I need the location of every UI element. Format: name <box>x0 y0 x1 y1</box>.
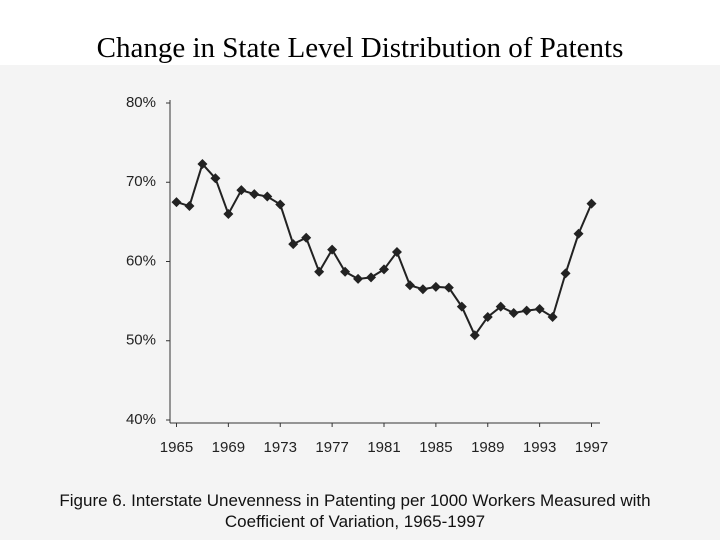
marker <box>404 280 415 291</box>
x-tick-label: 1989 <box>471 439 504 456</box>
marker <box>495 301 506 312</box>
y-tick-label: 40% <box>126 411 156 428</box>
marker <box>586 198 597 209</box>
marker <box>521 305 532 316</box>
marker <box>301 232 312 243</box>
marker <box>171 197 182 208</box>
x-tick-label: 1969 <box>212 439 245 456</box>
marker <box>379 264 389 275</box>
marker <box>560 268 571 279</box>
marker <box>275 199 286 210</box>
x-tick-label: 1997 <box>575 439 608 456</box>
marker <box>184 201 195 212</box>
y-tick-label: 70% <box>126 173 156 190</box>
chart-title: Change in State Level Distribution of Pa… <box>97 32 624 64</box>
marker <box>197 159 208 170</box>
marker <box>223 208 234 219</box>
marker <box>236 185 247 196</box>
scan-background <box>0 65 720 540</box>
y-tick-label: 80% <box>126 94 156 111</box>
marker <box>210 173 221 184</box>
y-tick-label: 60% <box>126 252 156 269</box>
y-tick-label: 50% <box>126 332 156 349</box>
marker <box>366 272 377 283</box>
x-tick-label: 1985 <box>419 439 452 456</box>
marker <box>327 244 338 255</box>
marker <box>534 304 545 315</box>
marker <box>249 189 260 200</box>
x-tick-label: 1993 <box>523 439 556 456</box>
caption: Coefficient of Variation, 1965-1997 <box>225 512 485 531</box>
marker <box>443 282 454 293</box>
marker <box>353 273 364 284</box>
x-tick-label: 1981 <box>367 439 400 456</box>
marker <box>482 311 493 322</box>
marker <box>262 191 273 202</box>
marker <box>508 308 519 319</box>
x-tick-label: 1977 <box>315 439 348 456</box>
marker <box>417 284 428 295</box>
x-tick-label: 1965 <box>160 439 193 456</box>
marker <box>314 266 325 277</box>
marker <box>430 281 441 292</box>
marker <box>340 266 351 277</box>
x-tick-label: 1973 <box>264 439 297 456</box>
marker <box>391 246 402 257</box>
caption: Figure 6. Interstate Unevenness in Paten… <box>59 491 650 510</box>
marker <box>573 228 584 239</box>
marker <box>469 330 480 341</box>
marker <box>288 239 299 250</box>
marker <box>547 311 558 322</box>
marker <box>456 301 467 312</box>
